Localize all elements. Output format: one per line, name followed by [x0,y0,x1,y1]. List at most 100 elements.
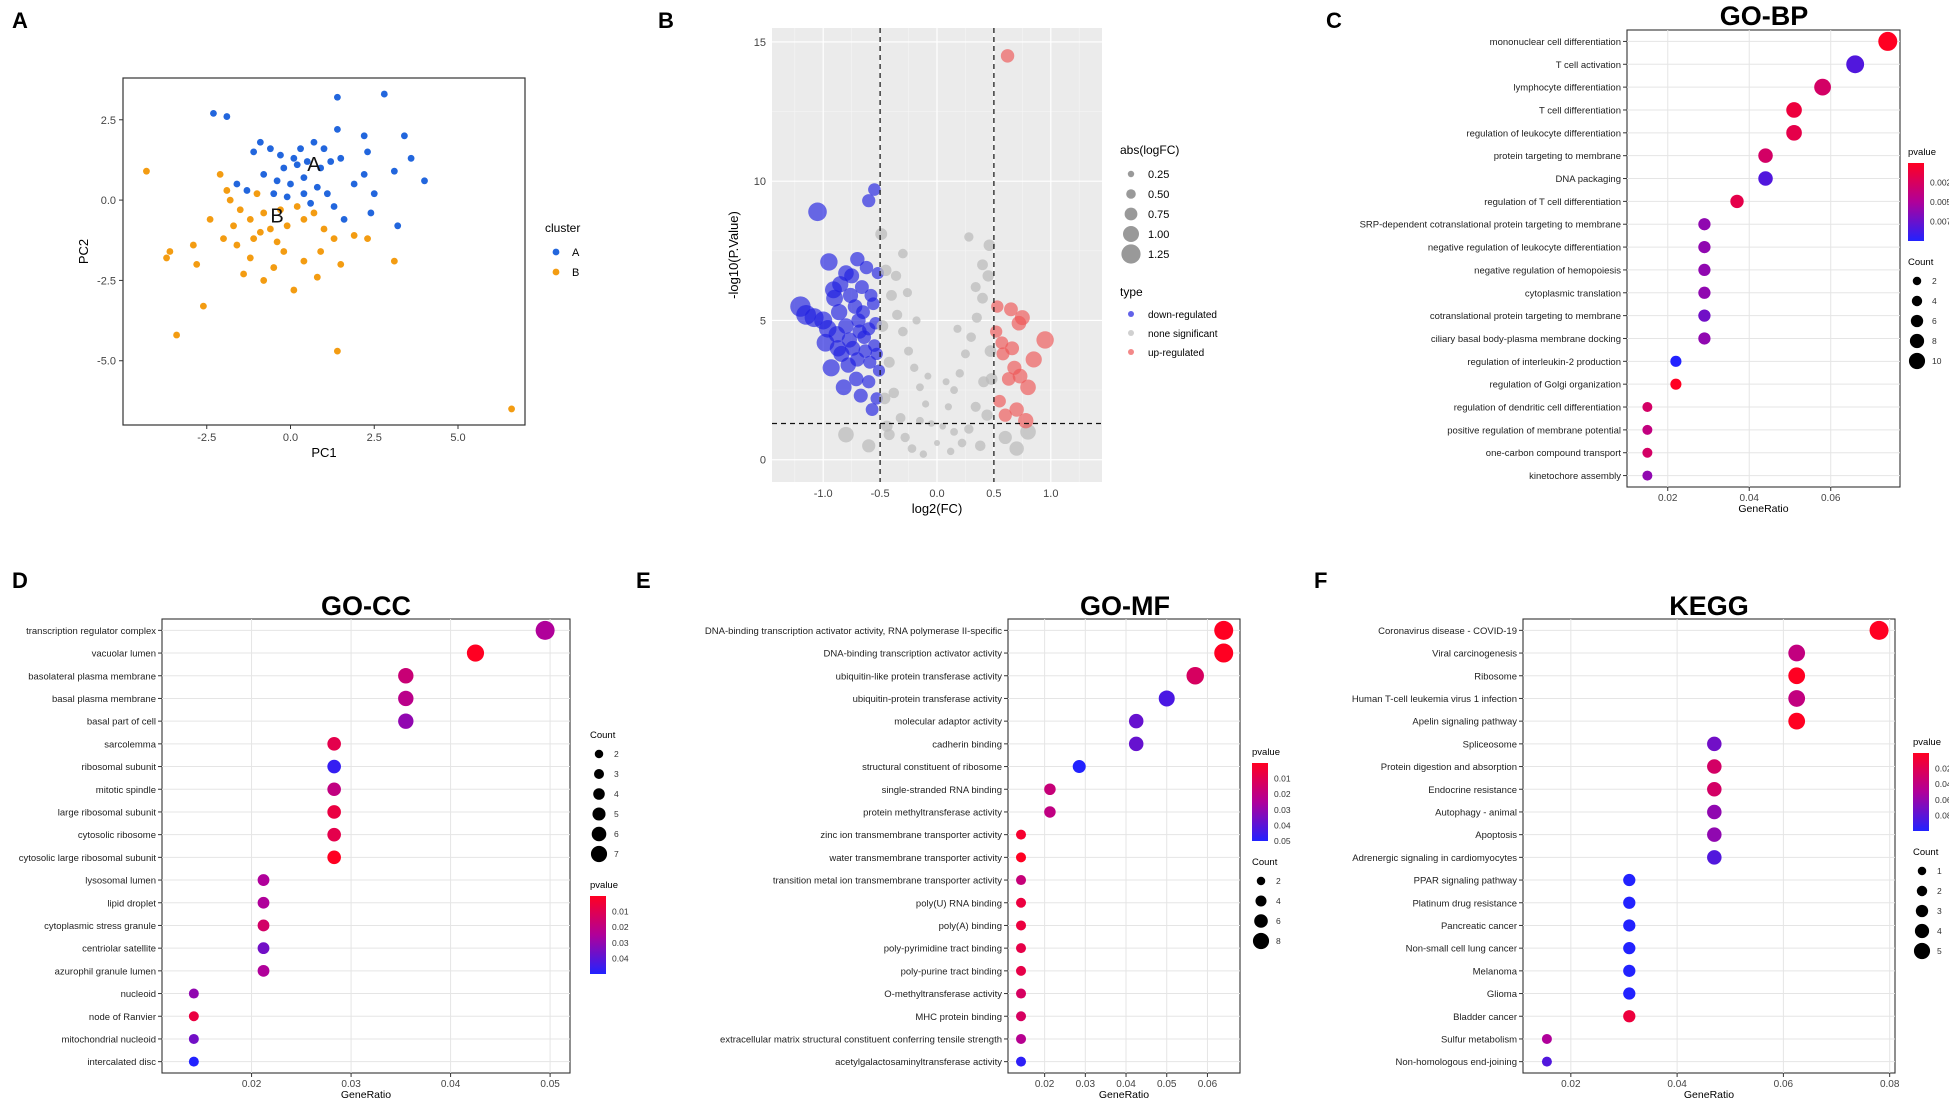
term-dot [1541,1056,1552,1067]
term-dot [1214,620,1234,640]
volcano-point-down-regulated [838,265,854,281]
pca-point-a [327,158,335,165]
pca-point-a [320,145,328,153]
term-dot [1016,852,1027,863]
term-label: protein targeting to membrane [1494,151,1621,162]
x-tick-label: -1.0 [814,488,833,500]
volcano-point-none-significant [1009,441,1024,456]
pca-point-b [163,254,170,262]
y-tick-label: 5 [760,315,766,327]
pca-point-b [283,222,291,230]
volcano-point-none-significant [910,363,919,373]
pvalue-legend-label: 0.08 [1935,810,1949,820]
pvalue-legend-label: 0.04 [1935,779,1949,789]
x-tick-label: 0.06 [1821,493,1841,504]
volcano-point-none-significant [946,447,955,456]
pca-point-b [253,190,261,198]
y-tick-label: -2.5 [97,275,116,287]
term-label: ubiquitin-like protein transferase activ… [836,671,1003,682]
pca-point-b [230,222,237,230]
pca-point-a [250,148,258,156]
count-legend-swatch [1917,866,1927,876]
y-tick-label: 15 [754,37,766,49]
term-label: Non-small cell lung cancer [1406,944,1517,955]
term-dot [1788,690,1806,707]
count-legend-swatch [592,807,606,821]
pca-point-a [317,164,325,172]
pvalue-legend-label: 0.05 [1274,836,1291,846]
term-dot [1814,78,1831,96]
term-dot [398,713,414,729]
count-legend-swatch [1255,895,1267,907]
count-legend-label: 6 [614,829,619,839]
pca-point-b [317,248,325,255]
count-legend-label: 6 [1932,316,1937,326]
pca-point-b [293,203,301,210]
volcano-point-down-regulated [820,253,838,271]
volcano-point-down-regulated [866,297,880,311]
volcano-point-none-significant [898,326,908,337]
pca-point-a [300,174,308,182]
count-legend-label: 6 [1276,916,1281,926]
term-dot [1623,987,1636,1000]
term-label: regulation of Golgi organization [1489,380,1621,391]
term-label: mitochondrial nucleoid [61,1034,156,1045]
term-dot [327,737,341,751]
term-label: PPAR signaling pathway [1414,876,1518,887]
term-dot [1016,1033,1027,1044]
x-tick-label: 5.0 [450,432,465,444]
pca-point-a [280,164,288,172]
volcano-point-none-significant [950,386,958,394]
term-label: poly(A) binding [939,921,1002,932]
x-axis-label: GeneRatio [341,1089,391,1101]
size-legend-label: 0.75 [1148,209,1169,221]
term-label: basal plasma membrane [52,694,156,705]
pca-point-b [226,196,234,204]
pca-point-a [313,183,321,191]
pvalue-colorbar [590,896,606,974]
term-label: DNA packaging [1556,174,1621,185]
term-label: ubiquitin-protein transferase activity [853,694,1003,705]
term-label: transition metal ion transmembrane trans… [773,876,1002,887]
chart-title: GO-MF [1080,591,1170,621]
term-label: Platinum drug resistance [1412,898,1517,909]
pca-point-b [300,257,308,265]
term-dot [1670,355,1682,367]
term-dot [327,805,341,819]
y-axis-label: -log10(P.Value) [726,211,741,299]
volcano-point-none-significant [982,270,994,282]
term-dot [1869,620,1889,640]
term-label: mononuclear cell differentiation [1490,37,1621,48]
term-dot [1044,806,1056,818]
volcano-point-none-significant [919,450,928,458]
x-tick-label: 0.04 [441,1079,461,1090]
term-dot [466,644,485,662]
term-dot [398,690,414,707]
term-dot [1623,942,1636,955]
volcano-point-none-significant [964,424,974,434]
volcano-point-up-regulated [990,325,1003,338]
volcano-point-up-regulated [993,394,1006,408]
pca-point-a [256,138,264,146]
volcano-point-none-significant [862,439,876,453]
term-label: cytoplasmic translation [1525,288,1621,299]
pvalue-colorbar [1913,753,1929,831]
term-label: sarcolemma [104,739,156,750]
term-label: negative regulation of hemopoiesis [1474,265,1621,276]
volcano-point-down-regulated [835,379,852,396]
panel-label-d: D [12,568,28,593]
count-legend-swatch [593,768,605,780]
term-label: SRP-dependent cotranslational protein ta… [1360,220,1621,231]
pca-point-b [200,302,207,310]
term-dot [1016,1056,1027,1067]
term-dot [1698,332,1711,345]
pca-point-b [364,235,371,243]
term-label: molecular adaptor activity [894,717,1002,728]
volcano-point-none-significant [966,332,976,342]
volcano-plot: -1.0 -0.5 0.0 0.5 1.0051015log2(FC)-log10(P.… [726,28,1218,516]
x-tick-label: 2.5 [367,432,382,444]
term-label: Ribosome [1474,671,1517,682]
pca-point-a [407,154,415,162]
volcano-point-up-regulated [1018,413,1034,429]
term-dot [1186,667,1204,685]
